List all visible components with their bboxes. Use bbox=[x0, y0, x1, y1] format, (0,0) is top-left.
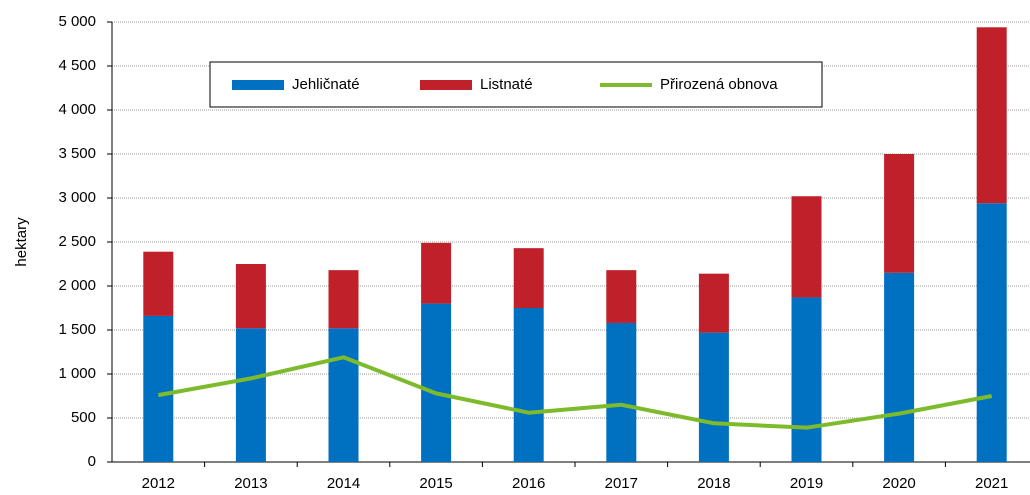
legend-label: Jehličnaté bbox=[292, 76, 360, 93]
y-tick-label: 500 bbox=[71, 409, 96, 426]
y-tick-label: 4 000 bbox=[58, 101, 96, 118]
y-tick-label: 2 000 bbox=[58, 277, 96, 294]
legend-box bbox=[209, 61, 823, 108]
x-tick-label: 2019 bbox=[790, 475, 823, 492]
x-tick-label: 2012 bbox=[142, 475, 175, 492]
bar bbox=[606, 270, 637, 323]
y-tick-label: 3 500 bbox=[58, 145, 96, 162]
bar bbox=[143, 315, 174, 462]
bar bbox=[513, 308, 544, 462]
bar bbox=[791, 196, 822, 298]
bar bbox=[791, 297, 822, 462]
bar bbox=[421, 303, 452, 462]
bar bbox=[606, 322, 637, 462]
bar bbox=[976, 203, 1007, 462]
bar bbox=[513, 248, 544, 308]
bar bbox=[698, 273, 729, 333]
bar bbox=[235, 264, 266, 329]
x-tick-label: 2016 bbox=[512, 475, 545, 492]
line bbox=[157, 355, 993, 430]
bar bbox=[421, 242, 452, 304]
bar bbox=[328, 270, 359, 329]
legend-swatch bbox=[420, 80, 472, 90]
bar bbox=[884, 272, 915, 462]
bar bbox=[143, 251, 174, 316]
y-tick-label: 1 500 bbox=[58, 321, 96, 338]
bar bbox=[884, 154, 915, 273]
x-tick-label: 2015 bbox=[419, 475, 452, 492]
bar bbox=[235, 328, 266, 462]
y-tick-label: 3 000 bbox=[58, 189, 96, 206]
legend-swatch bbox=[232, 80, 284, 90]
x-tick-label: 2017 bbox=[605, 475, 638, 492]
x-tick-label: 2020 bbox=[882, 475, 915, 492]
x-tick-label: 2021 bbox=[975, 475, 1008, 492]
y-tick-label: 4 500 bbox=[58, 57, 96, 74]
bar bbox=[976, 27, 1007, 204]
x-tick-label: 2018 bbox=[697, 475, 730, 492]
y-tick-label: 0 bbox=[88, 453, 96, 470]
bar bbox=[698, 332, 729, 462]
x-tick-label: 2014 bbox=[327, 475, 360, 492]
legend-label: Listnaté bbox=[480, 76, 533, 93]
bar bbox=[328, 328, 359, 462]
x-tick-label: 2013 bbox=[234, 475, 267, 492]
legend-label: Přirozená obnova bbox=[660, 76, 778, 93]
y-tick-label: 5 000 bbox=[58, 13, 96, 30]
y-tick-label: 1 000 bbox=[58, 365, 96, 382]
y-axis-label: hektary bbox=[13, 217, 30, 267]
y-tick-label: 2 500 bbox=[58, 233, 96, 250]
